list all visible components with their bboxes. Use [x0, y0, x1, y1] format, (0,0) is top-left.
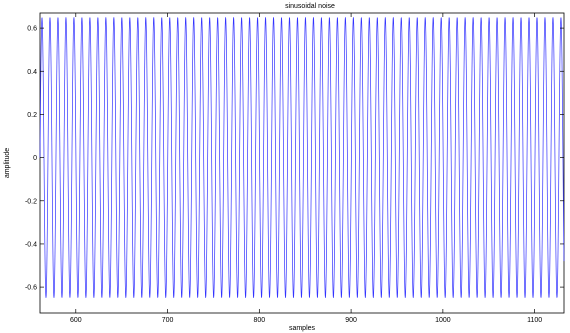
plot-area — [39, 12, 565, 314]
x-tick-label: 1100 — [527, 317, 542, 324]
y-tick-label: 0.4 — [27, 69, 37, 76]
y-tick-label: 0.2 — [27, 112, 37, 119]
y-axis: -0.6 -0.4 -0.2 0 0.2 0.4 0.6 — [25, 26, 564, 292]
y-tick-label: 0 — [33, 155, 37, 162]
x-axis-label: samples — [289, 325, 316, 332]
x-tick-label: 800 — [253, 317, 265, 324]
y-axis-label: amplitude — [4, 148, 11, 178]
y-tick-label: -0.6 — [25, 285, 37, 292]
plot-frame — [39, 12, 565, 314]
x-tick-label: 900 — [345, 317, 357, 324]
signal-line — [39, 17, 565, 298]
y-tick-label: -0.4 — [25, 241, 37, 248]
y-tick-label: -0.2 — [25, 198, 37, 205]
chart-title: sinusoidal noise — [285, 3, 335, 10]
x-tick-label: 700 — [162, 317, 174, 324]
x-tick-label: 1000 — [435, 317, 451, 324]
y-tick-label: 0.6 — [27, 26, 37, 33]
x-tick-label: 600 — [70, 317, 82, 324]
x-axis: 600 700 800 900 1000 1100 — [70, 13, 542, 324]
